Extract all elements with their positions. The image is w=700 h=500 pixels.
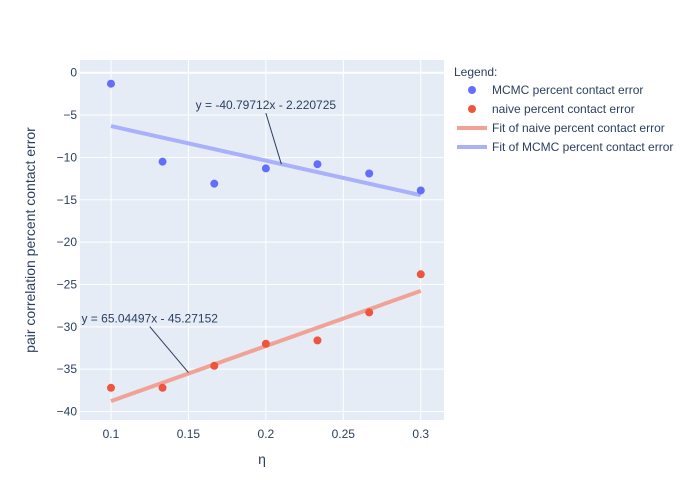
y-tick-label: −30 — [57, 320, 78, 334]
y-tick-label: 0 — [70, 66, 77, 80]
data-point[interactable] — [210, 361, 219, 370]
legend-item[interactable]: MCMC percent contact error — [468, 83, 643, 97]
annotation-arrow — [265, 112, 282, 165]
data-point[interactable] — [158, 383, 167, 392]
annotation-label: y = 65.04497x - 45.27152 — [81, 312, 218, 326]
data-point[interactable] — [106, 383, 115, 392]
annotation-layer: y = -40.79712x - 2.220725 y = 65.04497x -… — [81, 98, 337, 373]
y-tick-label: −25 — [57, 277, 78, 291]
data-point[interactable] — [416, 270, 425, 279]
legend-title: Legend: — [454, 65, 497, 79]
legend-marker — [468, 105, 476, 113]
data-point[interactable] — [106, 79, 115, 88]
legend-item[interactable]: Fit of MCMC percent contact error — [457, 140, 673, 154]
data-point[interactable] — [313, 336, 322, 345]
x-axis-label: η — [258, 451, 266, 467]
legend-label: MCMC percent contact error — [492, 83, 643, 97]
legend-label: Fit of MCMC percent contact error — [492, 140, 673, 154]
x-tick-label: 0.25 — [332, 427, 356, 441]
y-tick-label: −5 — [63, 108, 77, 122]
x-tick-label: 0.15 — [177, 427, 201, 441]
data-point[interactable] — [210, 179, 219, 188]
data-point[interactable] — [313, 160, 322, 169]
legend-label: Fit of naive percent contact error — [492, 121, 665, 135]
data-point[interactable] — [365, 308, 374, 317]
annotation-label: y = -40.79712x - 2.220725 — [196, 98, 337, 112]
x-tick-label: 0.2 — [258, 427, 275, 441]
y-tick-label: −40 — [57, 405, 78, 419]
data-point[interactable] — [365, 169, 374, 178]
y-tick-label: −20 — [57, 235, 78, 249]
data-point[interactable] — [158, 157, 167, 166]
plot-area — [80, 60, 444, 420]
legend-label: naive percent contact error — [492, 102, 635, 116]
legend-item[interactable]: Fit of naive percent contact error — [457, 121, 665, 135]
x-tick-labels: 0.1 0.15 0.2 0.25 0.3 — [103, 427, 430, 441]
y-axis-label: pair correlation percent contact error — [22, 127, 38, 353]
x-tick-label: 0.3 — [412, 427, 429, 441]
series-layer — [106, 79, 425, 403]
y-tick-labels: 0 −5 −10 −15 −20 −25 −30 −35 −40 — [57, 66, 78, 419]
fit-line — [110, 124, 422, 198]
data-point[interactable] — [261, 164, 270, 173]
y-tick-label: −10 — [57, 150, 78, 164]
legend-marker — [468, 86, 476, 94]
data-point[interactable] — [416, 186, 425, 195]
data-point[interactable] — [261, 339, 270, 348]
annotation-arrow — [149, 326, 189, 373]
legend-item[interactable]: naive percent contact error — [468, 102, 635, 116]
y-tick-label: −35 — [57, 362, 78, 376]
legend-items[interactable]: MCMC percent contact error naive percent … — [457, 83, 673, 154]
gridlines — [80, 60, 444, 420]
x-tick-label: 0.1 — [103, 427, 120, 441]
y-tick-label: −15 — [57, 193, 78, 207]
legend[interactable]: Legend: MCMC percent contact error naive … — [454, 65, 673, 154]
